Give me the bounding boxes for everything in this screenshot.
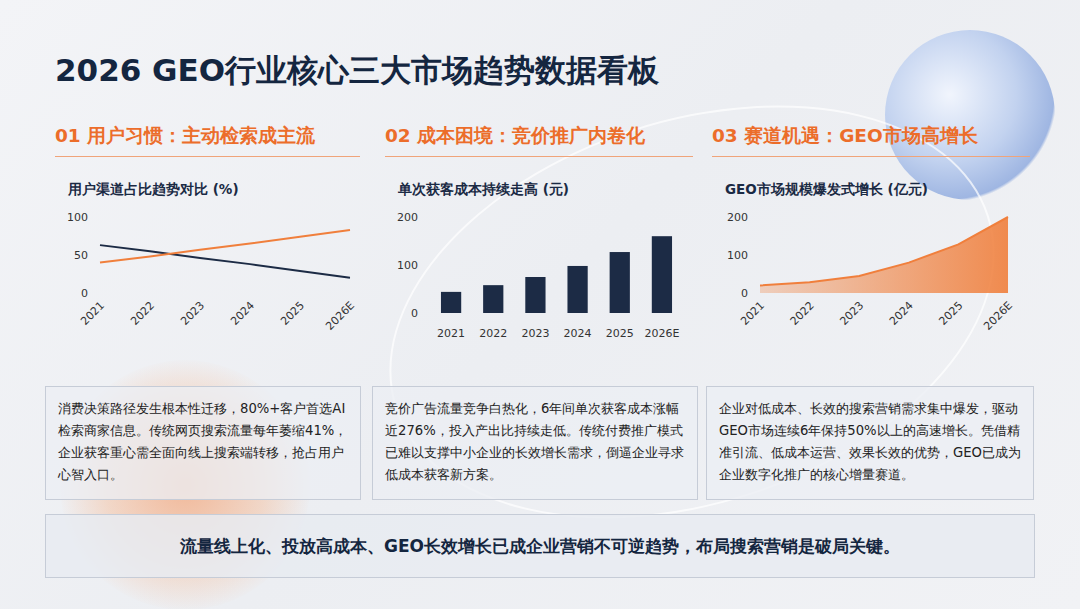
x-tick-label: 2022 <box>788 299 817 328</box>
chart-title: GEO市场规模爆发式增长 (亿元) <box>725 181 928 199</box>
line <box>100 245 350 278</box>
marks <box>100 230 350 278</box>
x-tick-label: 2024 <box>564 327 592 340</box>
chart-title: 单次获客成本持续走高 (元) <box>398 181 569 199</box>
area-line <box>760 217 1008 285</box>
x-tick-label: 2021 <box>437 327 465 340</box>
chart-1: 0 100 200 2021 2022 2023 2024 2025 2026E <box>397 211 679 340</box>
line <box>100 230 350 263</box>
heading-rule <box>385 156 693 157</box>
area <box>760 217 1008 293</box>
x-tick-label: 2024 <box>228 299 257 328</box>
bar <box>652 236 672 313</box>
bar <box>610 252 630 313</box>
marks <box>760 217 1008 293</box>
section-heading: 01 用户习惯：主动检索成主流 <box>55 123 315 148</box>
bar <box>567 266 587 313</box>
bar <box>483 285 503 313</box>
bar <box>525 277 545 313</box>
x-tick-label: 2024 <box>887 299 916 328</box>
chart-title: 用户渠道占比趋势对比 (%) <box>68 181 239 199</box>
footer: 流量线上化、投放高成本、GEO长效增长已成企业营销不可逆趋势，布局搜索营销是破局… <box>45 514 1035 578</box>
y-tick-label: 100 <box>727 249 748 262</box>
x-tick-label: 2026E <box>323 299 357 333</box>
y-tick-label: 200 <box>727 211 748 224</box>
y-tick-label: 100 <box>67 211 88 224</box>
heading-rule <box>712 156 1030 157</box>
chart-0: 0 50 100 2021 2022 2023 2024 2025 2026E <box>67 211 357 333</box>
x-tick-label: 2021 <box>78 299 107 328</box>
x-tick-label: 2022 <box>479 327 507 340</box>
section-text: 企业对低成本、长效的搜索营销需求集中爆发，驱动GEO市场连续6年保持50%以上的… <box>706 386 1034 500</box>
chart-2: 0 100 200 2021 2022 2023 2024 2025 2026E <box>727 211 1015 333</box>
x-tick-label: 2023 <box>837 299 866 328</box>
y-tick-label: 50 <box>74 249 88 262</box>
y-tick-label: 0 <box>741 287 748 300</box>
marks <box>441 236 672 313</box>
bar <box>441 292 461 313</box>
section-heading: 03 赛道机遇：GEO市场高增长 <box>712 123 978 148</box>
x-tick-label: 2025 <box>937 299 966 328</box>
y-tick-label: 0 <box>81 287 88 300</box>
x-tick-label: 2021 <box>738 299 767 328</box>
y-tick-label: 0 <box>411 307 418 320</box>
section-heading: 02 成本困境：竞价推广内卷化 <box>385 123 645 148</box>
blue-sphere <box>885 30 1055 200</box>
x-tick-label: 2026E <box>644 327 679 340</box>
section-text: 消费决策路径发生根本性迁移，80%+客户首选AI 检索商家信息。传统网页搜索流量… <box>45 386 361 500</box>
x-tick-label: 2025 <box>606 327 634 340</box>
section-text: 竞价广告流量竞争白热化，6年间单次获客成本涨幅近276%，投入产出比持续走低。传… <box>372 386 698 500</box>
x-tick-label: 2023 <box>521 327 549 340</box>
heading-rule <box>55 156 360 157</box>
x-tick-label: 2026E <box>981 299 1015 333</box>
page: 2026 GEO行业核心三大市场趋势数据看板 01 用户习惯：主动检索成主流消费决… <box>0 0 1080 609</box>
charts: 050100202120222023202420252026E010020020… <box>0 0 1080 609</box>
x-tick-label: 2025 <box>278 299 307 328</box>
x-tick-label: 2022 <box>128 299 157 328</box>
x-tick-label: 2023 <box>178 299 207 328</box>
y-tick-label: 100 <box>397 259 418 272</box>
title: 2026 GEO行业核心三大市场趋势数据看板 <box>55 50 659 92</box>
y-tick-label: 200 <box>397 211 418 224</box>
